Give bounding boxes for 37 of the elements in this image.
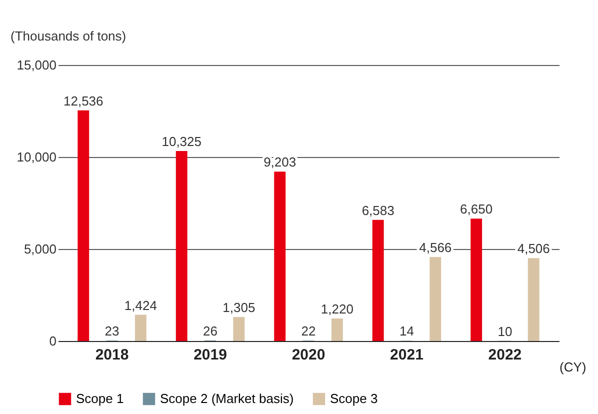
data-label: 6,650	[460, 202, 493, 217]
bar	[274, 172, 286, 341]
data-label: 9,203	[264, 154, 296, 170]
y-axis-title: (Thousands of tons)	[10, 28, 126, 44]
bar	[134, 314, 146, 341]
legend-label: Scope 3	[330, 391, 378, 406]
bar	[78, 110, 90, 341]
bar	[430, 256, 442, 341]
bar	[470, 218, 482, 341]
data-label: 22	[301, 324, 316, 339]
data-label: 1,305	[222, 300, 256, 315]
data-label: 1,220	[320, 302, 354, 317]
data-label: 23	[104, 324, 120, 339]
data-label: 14	[400, 324, 414, 339]
y-tick-label: 5,000	[24, 242, 56, 256]
x-tick-label: 2021	[390, 346, 424, 364]
x-tick-label: 2019	[194, 346, 227, 364]
data-label: 26	[203, 324, 218, 339]
bar	[233, 316, 245, 341]
data-label: 10	[498, 324, 512, 339]
legend-label: Scope 2 (Market basis)	[160, 391, 294, 406]
data-label: 1,424	[124, 298, 157, 313]
bar	[528, 258, 540, 341]
y-tick-label: 10,000	[16, 150, 56, 164]
data-label: 6,583	[362, 202, 394, 218]
x-tick-label: 2022	[488, 346, 522, 364]
bar	[331, 318, 343, 341]
data-label: 10,325	[162, 134, 202, 150]
legend-label: Scope 1	[76, 391, 124, 406]
y-tick-label: 0	[49, 334, 56, 348]
y-tick-label: 15,000	[16, 58, 56, 72]
x-tick-label: 2018	[95, 346, 129, 364]
bar	[176, 151, 188, 341]
bar	[372, 220, 384, 341]
data-label: 12,536	[63, 93, 104, 108]
x-tick-label: 2020	[292, 346, 326, 364]
x-axis-title: (CY)	[560, 360, 586, 374]
